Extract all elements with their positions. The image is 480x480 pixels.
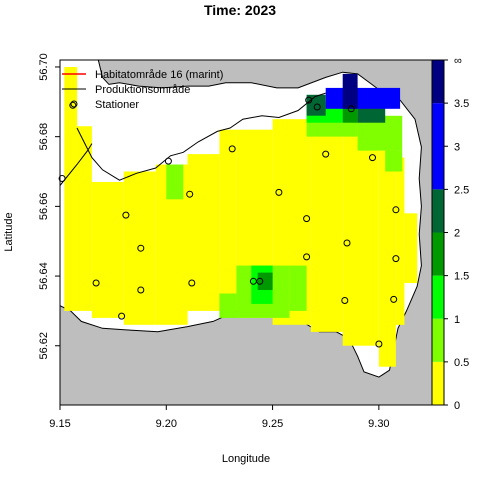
station-marker (186, 190, 194, 198)
station-marker (369, 154, 376, 162)
heatmap-cell (395, 157, 405, 325)
station-marker (275, 188, 283, 196)
station-marker (375, 340, 383, 348)
station-marker (347, 105, 355, 113)
heatmap-cells (64, 67, 418, 367)
heatmap-cell (183, 164, 194, 179)
y-tick-label: 56.68 (38, 123, 50, 151)
x-tick-label: 9.25 (262, 418, 283, 430)
station-marker (322, 150, 330, 158)
x-tick-label: 9.20 (156, 418, 177, 430)
colorbar-tick-label: 3 (454, 141, 460, 153)
station-markers (58, 96, 400, 348)
colorbar-segment (432, 318, 444, 362)
chart-title: Time: 2023 (204, 2, 276, 18)
heatmap-cell (187, 154, 220, 311)
x-axis: 9.15 9.20 9.25 9.30 (49, 405, 390, 430)
heatmap-cell (342, 122, 379, 346)
station-marker (69, 101, 77, 109)
colorbar-tick-label: 2.5 (454, 184, 469, 196)
station-marker (92, 279, 100, 287)
heatmap-cell (310, 115, 343, 332)
legend-label: Produktionsområde (95, 84, 190, 96)
heatmap-cell (123, 171, 156, 325)
station-marker (228, 145, 236, 153)
colorbar-tick-label: 0.5 (454, 357, 469, 369)
station-marker (392, 206, 400, 214)
station-marker (341, 297, 349, 304)
heatmap-cell (306, 94, 326, 116)
station-marker (137, 286, 145, 294)
heatmap-cell (342, 73, 358, 109)
y-tick-label: 56.62 (38, 332, 50, 360)
y-axis-label: Latitude (3, 212, 15, 251)
heatmap-cell (404, 213, 418, 283)
heatmap-cell (64, 67, 78, 311)
heatmap-cell (166, 164, 184, 200)
y-tick-label: 56.70 (38, 53, 50, 81)
station-marker (188, 279, 196, 287)
colorbar: 0 0.5 1 1.5 2 2.5 3 3.5 ∞ (431, 55, 469, 412)
station-marker (122, 211, 130, 219)
station-marker (58, 175, 66, 182)
station-marker (137, 244, 145, 252)
heatmap-cell (325, 87, 401, 109)
heatmap-cell (219, 293, 237, 318)
colorbar-segment (432, 232, 444, 276)
colorbar-tick-label: 1.5 (454, 271, 469, 283)
y-tick-label: 56.64 (38, 262, 50, 290)
legend-label: Stationer (95, 99, 139, 111)
plot-area (58, 59, 433, 406)
station-marker (390, 295, 398, 303)
colorbar-tick-label: 3.5 (454, 98, 469, 110)
heatmap-cell (385, 150, 403, 172)
x-tick-label: 9.30 (368, 418, 389, 430)
colorbar-segment (432, 189, 444, 233)
station-marker (343, 239, 351, 247)
colorbar-tick-label: 2 (454, 228, 460, 240)
colorbar-tick-label: ∞ (454, 55, 462, 67)
station-marker (303, 215, 311, 223)
colorbar-segment (432, 103, 444, 190)
colorbar-segment (432, 275, 444, 319)
station-marker (305, 96, 313, 104)
station-marker (164, 157, 172, 165)
colorbar-segment (432, 361, 444, 405)
station-marker (256, 277, 264, 285)
heatmap-cell (257, 272, 273, 290)
heatmap-cell (378, 150, 396, 367)
heatmap-cell (91, 182, 124, 318)
station-marker (303, 253, 311, 261)
y-tick-label: 56.66 (38, 193, 50, 221)
x-axis-label: Longitude (222, 453, 270, 465)
x-tick-label: 9.15 (49, 418, 70, 430)
y-axis: 56.62 56.64 56.66 56.68 56.70 (38, 53, 60, 360)
station-marker (392, 255, 400, 263)
station-marker (313, 103, 321, 111)
legend-circle-symbol (70, 100, 78, 108)
colorbar-tick-label: 0 (454, 400, 460, 412)
production-area-line (59, 143, 93, 186)
heatmap-cell (219, 129, 237, 311)
station-marker (118, 312, 126, 320)
inner-coastline (76, 92, 326, 181)
colorbar-tick-label: 1 (454, 314, 460, 326)
colorbar-segment (432, 60, 444, 104)
heatmap-cell (289, 265, 307, 311)
legend-label: Habitatområde 16 (marint) (95, 69, 223, 81)
heatmap-cell (77, 126, 92, 311)
legend: Habitatområde 16 (marint) Produktionsområ… (62, 69, 223, 111)
